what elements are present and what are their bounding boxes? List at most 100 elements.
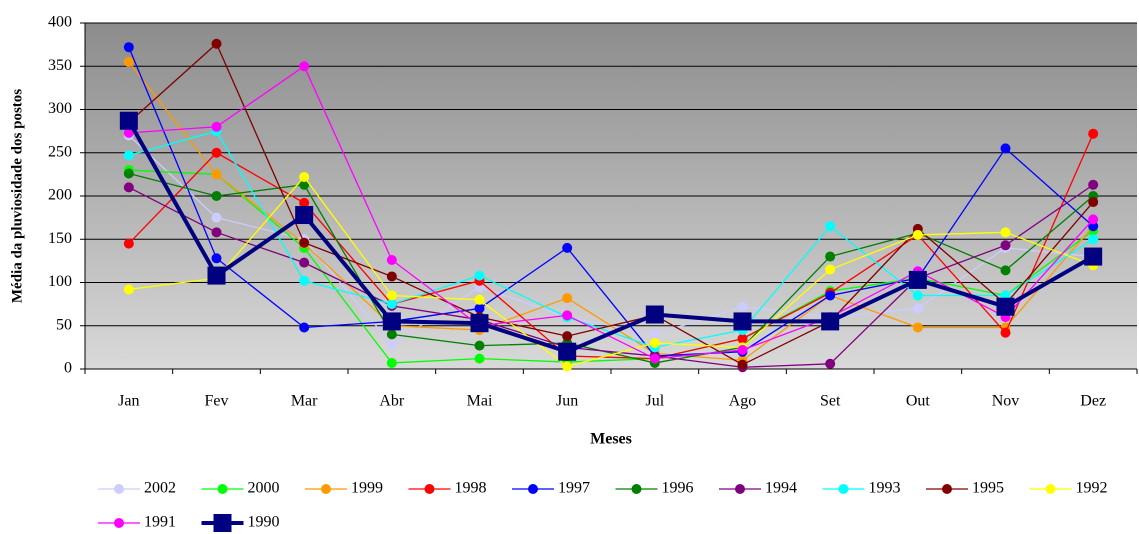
marker <box>217 484 228 494</box>
marker <box>825 251 836 262</box>
line <box>127 119 1095 354</box>
x-tick-label: Out <box>906 393 931 410</box>
marker <box>123 127 134 138</box>
legend-label: 1993 <box>869 480 901 497</box>
marker <box>386 299 397 310</box>
marker <box>424 484 435 494</box>
marker <box>1000 143 1011 154</box>
marker <box>386 290 397 301</box>
marker <box>474 340 485 351</box>
marker <box>295 206 314 225</box>
marker <box>211 227 222 238</box>
legend-label: 1991 <box>144 514 176 531</box>
marker <box>1000 240 1011 251</box>
legend-item: 1991 <box>98 514 176 531</box>
y-tick-label: 150 <box>48 230 72 247</box>
marker <box>299 171 310 182</box>
y-axis-title: Média da pluviosidade dos postos <box>9 89 25 303</box>
marker <box>996 297 1015 316</box>
marker <box>211 169 222 180</box>
marker <box>386 271 397 282</box>
marker <box>211 191 222 201</box>
marker <box>207 266 226 285</box>
marker <box>631 484 642 494</box>
marker <box>562 331 573 342</box>
marker <box>211 212 222 223</box>
marker <box>562 293 573 304</box>
marker <box>123 56 134 67</box>
legend-label: 1995 <box>972 480 1004 497</box>
marker <box>912 290 923 301</box>
x-tick-label: Nov <box>992 393 1020 410</box>
legend-item: 1994 <box>719 480 797 497</box>
marker <box>386 329 397 340</box>
line <box>128 42 1094 366</box>
marker <box>528 484 538 494</box>
marker <box>735 484 745 494</box>
marker <box>1088 234 1099 245</box>
marker <box>386 339 397 350</box>
y-tick-label: 400 <box>48 14 72 31</box>
legend-item: 1999 <box>305 480 383 497</box>
marker <box>908 270 927 289</box>
x-tick-label: Abr <box>379 393 405 410</box>
marker <box>299 257 310 268</box>
legend-item: 1990 <box>201 514 280 532</box>
line <box>128 184 1094 368</box>
x-tick-label: Jul <box>645 393 664 410</box>
y-tick-label: 350 <box>48 57 72 74</box>
x-tick-label: Mar <box>291 393 318 410</box>
line <box>128 169 1094 364</box>
legend-item: 1997 <box>512 480 590 497</box>
legend-item: 1993 <box>822 480 901 497</box>
marker <box>942 484 952 494</box>
marker <box>211 38 222 49</box>
x-tick-label: Fev <box>205 393 229 410</box>
marker <box>825 221 836 232</box>
marker <box>321 484 331 494</box>
legend-label: 1994 <box>765 480 797 497</box>
marker <box>838 484 849 494</box>
marker <box>299 61 310 72</box>
marker <box>737 301 748 312</box>
marker <box>474 303 485 314</box>
marker <box>733 312 752 331</box>
marker <box>1088 214 1099 225</box>
marker <box>912 303 923 314</box>
marker <box>211 147 222 158</box>
x-tick-label: Set <box>820 393 841 410</box>
marker <box>912 322 923 333</box>
marker <box>649 353 660 364</box>
legend-label: 2000 <box>248 480 280 497</box>
x-tick-label: Mai <box>467 393 493 410</box>
legend-label: 1997 <box>558 480 590 497</box>
marker <box>123 168 134 179</box>
marker <box>123 238 134 249</box>
marker <box>649 329 660 340</box>
legend-label: 1996 <box>662 480 694 497</box>
x-tick-label: Ago <box>729 393 757 410</box>
marker <box>386 255 397 266</box>
marker <box>825 358 836 369</box>
marker <box>114 518 124 528</box>
marker <box>119 111 138 130</box>
marker <box>737 359 748 370</box>
marker <box>474 353 485 364</box>
marker <box>1084 247 1103 266</box>
marker <box>562 361 573 372</box>
legend-item: 1998 <box>408 480 487 497</box>
marker <box>123 150 134 161</box>
marker <box>562 310 573 321</box>
y-tick-label: 0 <box>64 360 72 377</box>
line <box>128 175 1094 368</box>
marker <box>123 42 134 53</box>
marker <box>299 322 310 333</box>
marker <box>562 242 573 253</box>
marker <box>299 179 310 190</box>
marker <box>1000 327 1011 338</box>
x-tick-label: Jun <box>556 393 578 410</box>
marker <box>1045 484 1056 494</box>
x-tick-label: Dez <box>1080 393 1106 410</box>
y-tick-label: 200 <box>48 187 72 204</box>
